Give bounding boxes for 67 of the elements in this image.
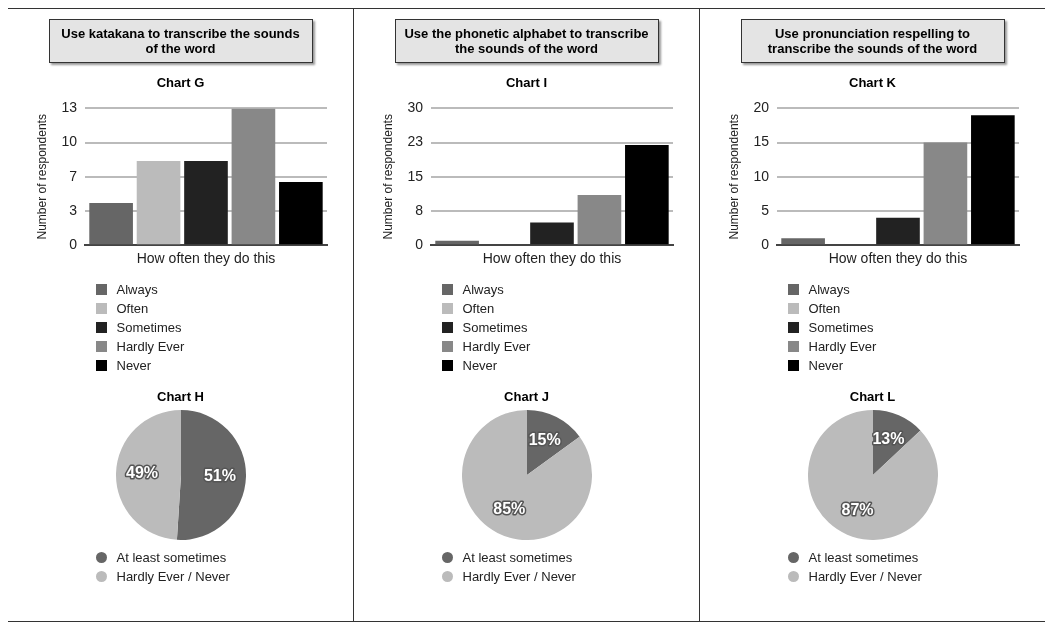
legend-label: Never <box>462 358 498 373</box>
legend-label: Always <box>808 282 850 297</box>
legend-label: At least sometimes <box>462 550 573 565</box>
y-axis-title: Number of respondents <box>34 114 49 240</box>
legend-label: Sometimes <box>462 320 528 335</box>
legend-label: At least sometimes <box>808 550 919 565</box>
y-tick-label: 0 <box>68 236 77 253</box>
legend-label: Sometimes <box>808 320 874 335</box>
x-axis-title: How often they do this <box>482 250 621 267</box>
chart-title: Chart J <box>504 389 549 404</box>
chart-title: Use katakana to transcribe the sounds of the word <box>48 19 313 63</box>
legend-label: Never <box>808 358 844 373</box>
legend-label: Hardly Ever <box>462 339 531 354</box>
y-tick-label: 13 <box>60 99 77 116</box>
legend-label: Often <box>116 301 149 316</box>
bar <box>970 115 1015 245</box>
legend-label: Hardly Ever / Never <box>116 569 230 584</box>
y-axis-title: Number of respondents <box>380 114 395 240</box>
data-label: 15% <box>528 430 561 448</box>
bar <box>624 144 669 245</box>
data-label: 85% <box>492 500 525 518</box>
data-label: 87% <box>841 501 874 519</box>
legend-label: Hardly Ever / Never <box>462 569 576 584</box>
bar <box>88 203 133 245</box>
y-axis-title: Number of respondents <box>726 114 741 240</box>
chart-title: Use pronunciation respelling to transcribe the sounds of the word <box>740 19 1005 63</box>
x-axis-title: How often they do this <box>136 250 275 267</box>
bar <box>577 195 621 245</box>
y-tick-label: 20 <box>752 99 769 116</box>
bar <box>231 108 275 245</box>
y-tick-label: 23 <box>406 133 423 150</box>
y-tick-label: 0 <box>414 236 423 253</box>
legend-label: Sometimes <box>116 320 182 335</box>
chart-title: Chart L <box>849 389 896 404</box>
bar <box>278 182 323 245</box>
bar <box>923 142 967 245</box>
y-tick-label: 7 <box>68 167 77 184</box>
legend-label: At least sometimes <box>116 550 227 565</box>
y-tick-label: 5 <box>760 201 769 218</box>
legend-label: Often <box>808 301 841 316</box>
y-tick-label: 8 <box>414 201 423 218</box>
y-tick-label: 15 <box>752 133 769 150</box>
chart-subtitle: Chart I <box>505 75 548 90</box>
bar <box>875 217 920 245</box>
data-label: 51% <box>203 466 236 484</box>
y-tick-label: 0 <box>760 236 769 253</box>
legend-label: Hardly Ever / Never <box>808 569 922 584</box>
chart-title: Chart H <box>157 389 204 404</box>
y-tick-label: 30 <box>406 99 423 116</box>
legend-label: Hardly Ever <box>808 339 877 354</box>
legend-label: Hardly Ever <box>116 339 185 354</box>
chart-subtitle: Chart G <box>156 75 205 90</box>
x-axis-title: How often they do this <box>828 250 967 267</box>
y-tick-label: 10 <box>752 167 769 184</box>
y-tick-label: 15 <box>406 167 423 184</box>
bar <box>780 238 825 245</box>
bar <box>529 222 574 245</box>
legend-label: Always <box>462 282 504 297</box>
data-label: 13% <box>871 429 904 447</box>
y-tick-label: 3 <box>68 201 77 218</box>
legend-label: Never <box>116 358 152 373</box>
chart-subtitle: Chart K <box>849 75 896 90</box>
chart-title: Use the phonetic alphabet to transcribe the sounds of the word <box>394 19 659 63</box>
y-tick-label: 10 <box>60 133 77 150</box>
legend-label: Often <box>462 301 495 316</box>
bar <box>183 161 228 245</box>
legend-label: Always <box>116 282 158 297</box>
